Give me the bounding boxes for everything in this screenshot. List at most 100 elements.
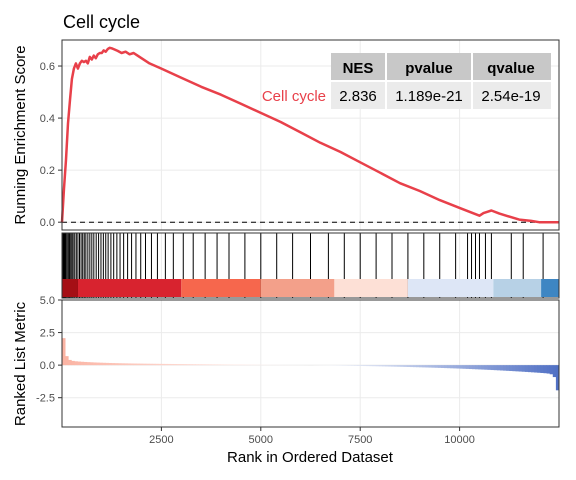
ranked-metric-bar	[499, 365, 504, 371]
ranked-metric-bar	[503, 365, 507, 371]
ranked-metric-bar	[245, 364, 249, 366]
ranked-metric-bar	[413, 365, 417, 368]
ranked-metric-bar	[456, 365, 460, 369]
y-tick-label: 0.0	[40, 217, 55, 229]
rank-x-ticks: 2500 5000 7500 10000	[149, 427, 475, 446]
y-tick-label: 5.0	[40, 295, 55, 307]
ranked-metric-bar	[465, 365, 470, 369]
metric-panel-border	[61, 299, 560, 428]
ranked-metric-bar	[183, 364, 187, 366]
ranked-metric-bar	[422, 365, 426, 368]
ranked-metric-bar	[425, 365, 429, 368]
ranked-metric-bar	[68, 359, 72, 366]
running-enrichment-curve	[60, 46, 559, 224]
rank-color-band	[62, 279, 78, 297]
ranked-metric-bar	[71, 360, 75, 366]
ranked-metric-bar	[155, 363, 159, 366]
ranked-metric-bar	[524, 365, 529, 372]
ranked-metric-bar	[195, 364, 200, 366]
x-tick-label: 2500	[149, 434, 173, 446]
ranked-metric-bar	[506, 365, 510, 371]
x-tick-label: 5000	[249, 434, 273, 446]
ranked-metric-bar	[375, 365, 380, 367]
ranked-metric-bar	[223, 364, 228, 366]
ranked-metric-bar	[83, 361, 88, 366]
table-row-bg	[331, 81, 551, 109]
ranked-metric-bar	[117, 363, 122, 366]
ranked-metric-bar	[537, 365, 541, 373]
ranked-metric-bar	[546, 365, 551, 374]
ranked-metric-bar	[391, 365, 395, 367]
ranked-metric-bar	[232, 364, 237, 366]
x-tick-label: 7500	[348, 434, 372, 446]
ranked-metric-bar	[357, 365, 361, 366]
ranked-metric-bar	[518, 365, 523, 372]
ranked-metric-bar	[512, 365, 516, 372]
ranked-metric-bar	[80, 361, 85, 366]
ranked-metric-fill	[62, 338, 560, 391]
ranked-metric-bar	[478, 365, 482, 370]
ranked-metric-bar	[170, 363, 175, 366]
ranked-metric-bar	[102, 362, 106, 366]
rank-color-band	[334, 279, 408, 297]
ranked-metric-bar	[344, 365, 349, 366]
table-cell-qvalue: 2.54e-19	[481, 88, 540, 105]
ranked-metric-bar	[385, 365, 389, 367]
ranked-metric-bar	[381, 365, 386, 367]
ranked-metric-bar	[403, 365, 408, 367]
ranked-metric-bar	[509, 365, 513, 372]
ranked-metric-bar	[96, 362, 100, 366]
chart-title: Cell cycle	[63, 12, 140, 32]
ranked-metric-bar	[555, 365, 560, 391]
ranked-metric-bar	[428, 365, 433, 368]
ranked-metric-bar	[229, 364, 234, 366]
ranked-metric-bar	[416, 365, 420, 368]
ranked-metric-bar	[431, 365, 436, 368]
ranked-metric-bar	[360, 365, 364, 366]
ranked-metric-bar	[462, 365, 467, 369]
ranked-metric-bar	[62, 338, 66, 366]
ranked-metric-bar	[161, 363, 165, 366]
gene-hits-panel	[61, 232, 560, 299]
ranked-metric-bar	[86, 362, 91, 366]
ranked-metric-bar	[217, 364, 221, 366]
ranked-metric-bar	[409, 365, 414, 368]
ranked-metric-bar	[527, 365, 532, 373]
y-tick-label: -2.5	[36, 393, 55, 405]
ranked-metric-bar	[152, 363, 156, 366]
ranked-metric-bar	[475, 365, 479, 370]
ranked-metric-bar	[406, 365, 411, 367]
ranked-metric-bar	[127, 363, 131, 366]
ranked-metric-bar	[521, 365, 526, 372]
ranked-metric-bar	[176, 364, 181, 366]
y-tick-label: 2.5	[40, 328, 55, 340]
ranked-metric-bar	[444, 365, 448, 369]
ranked-metric-bar	[388, 365, 392, 367]
ranked-metric-bar	[108, 362, 113, 366]
ranked-metric-bar	[167, 363, 172, 366]
y-tick-label: 0.4	[40, 113, 55, 125]
ranked-metric-bar	[531, 365, 535, 373]
ranked-metric-bar	[148, 363, 153, 366]
ranked-metric-bar	[397, 365, 401, 367]
ranked-metric-bar	[459, 365, 464, 369]
ranked-metric-bar	[394, 365, 398, 367]
ranked-metric-bar	[198, 364, 203, 366]
ranked-metric-bar	[239, 364, 243, 366]
table-cell-nes: 2.836	[339, 88, 377, 105]
ranked-metric-bar	[453, 365, 457, 369]
ranked-metric-bar	[496, 365, 501, 371]
y-tick-label: 0.6	[40, 61, 55, 73]
rank-color-band	[407, 279, 494, 297]
ranked-metric-bar	[493, 365, 498, 371]
ranked-metric-panel: -2.5 0.0 2.5 5.0 2500 5000 7500 10000	[36, 295, 560, 446]
ranked-metric-bar	[121, 363, 125, 366]
ranked-metric-bar	[552, 365, 557, 378]
ranked-metric-bar	[111, 363, 116, 366]
ranked-metric-bar	[77, 361, 82, 366]
ranked-metric-bar	[369, 365, 374, 367]
ranked-metric-bar	[226, 364, 231, 366]
ranked-metric-bar	[173, 364, 178, 366]
table-cell-pvalue: 1.189e-21	[395, 88, 463, 105]
ranked-metric-bar	[201, 364, 206, 366]
